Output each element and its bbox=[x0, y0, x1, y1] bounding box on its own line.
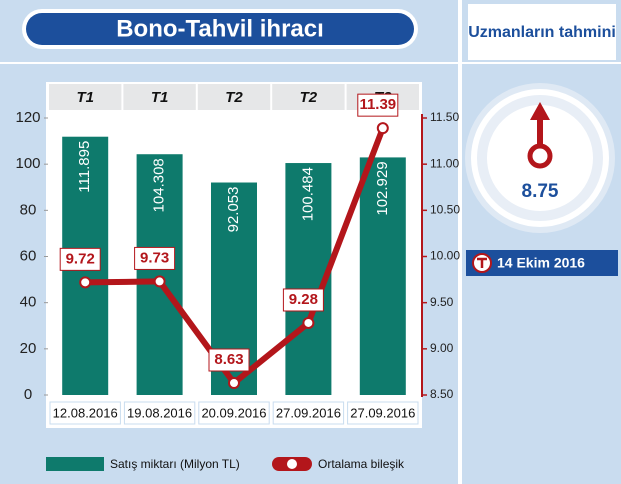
line-marker bbox=[228, 376, 240, 389]
period-cell bbox=[197, 84, 271, 110]
legend-swatch bbox=[46, 457, 104, 471]
date-cell bbox=[49, 401, 121, 425]
x-tick-label: 20.09.2016 bbox=[201, 405, 266, 420]
x-tick-label: 12.08.2016 bbox=[53, 405, 118, 420]
right-panel bbox=[462, 0, 621, 484]
gauge-hub bbox=[527, 143, 553, 169]
y2-tick-label: 11.00 bbox=[430, 156, 459, 170]
bar bbox=[359, 157, 406, 395]
chart-title: Bono-Tahvil ihracı bbox=[116, 15, 324, 42]
legend-swatch-dot bbox=[287, 459, 297, 469]
line-marker bbox=[153, 275, 166, 288]
y2-tick-label: 10.50 bbox=[430, 203, 460, 217]
line-value-label: 11.39 bbox=[359, 96, 396, 113]
y2-tick-label: 10.00 bbox=[430, 249, 460, 263]
title-pill bbox=[26, 13, 414, 45]
line-label-box bbox=[134, 246, 176, 270]
y2-tick-label: 8.50 bbox=[430, 387, 454, 401]
x-tick-label: 19.08.2016 bbox=[127, 405, 192, 420]
bar-value-label: 102.929 bbox=[374, 161, 391, 215]
bar-value-label: 92.053 bbox=[225, 187, 242, 233]
bar-value-label: 104.308 bbox=[151, 158, 168, 212]
divider bbox=[0, 62, 458, 64]
line-label-box bbox=[59, 247, 101, 271]
y2-tick-label: 9.50 bbox=[430, 295, 454, 309]
y-tick-label: 80 bbox=[20, 201, 37, 218]
gauge-ring bbox=[477, 95, 603, 221]
bar-value-label: 111.895 bbox=[76, 141, 93, 193]
period-label: T1 bbox=[76, 89, 94, 106]
y-tick-label: 100 bbox=[15, 155, 40, 172]
y2-tick-label: 11.50 bbox=[430, 110, 459, 124]
y-tick-label: 120 bbox=[15, 109, 40, 126]
y-tick-label: 40 bbox=[20, 294, 37, 311]
divider bbox=[462, 62, 621, 64]
date-cell bbox=[198, 401, 270, 425]
line-marker bbox=[79, 276, 92, 289]
forecast-value: 8.75 bbox=[522, 181, 559, 202]
line-marker bbox=[376, 122, 389, 135]
period-cell bbox=[272, 84, 345, 110]
date-cell bbox=[123, 401, 196, 425]
legend-label: Ortalama bileşik bbox=[318, 457, 405, 471]
y-tick-label: 60 bbox=[20, 247, 37, 264]
date-cell bbox=[272, 401, 345, 425]
line-marker bbox=[302, 316, 315, 329]
period-label: T2 bbox=[300, 89, 318, 106]
legend-label: Satış miktarı (Milyon TL) bbox=[110, 457, 240, 471]
period-cell bbox=[123, 84, 196, 110]
period-label: T1 bbox=[151, 89, 169, 106]
gauge-arrow bbox=[530, 102, 550, 148]
line-value-label: 9.72 bbox=[66, 250, 95, 267]
bar-value-label: 100.484 bbox=[299, 167, 316, 221]
period-cell bbox=[49, 84, 122, 110]
x-tick-label: 27.09.2016 bbox=[276, 405, 341, 420]
line-value-label: 9.73 bbox=[140, 249, 169, 266]
line-value-label: 9.28 bbox=[289, 291, 318, 308]
period-label: T2 bbox=[225, 89, 243, 106]
x-tick-label: 27.09.2016 bbox=[350, 405, 415, 420]
y2-tick-label: 9.00 bbox=[430, 341, 454, 355]
date-cell bbox=[347, 401, 419, 425]
forecast-title: Uzmanların tahmini bbox=[468, 4, 616, 60]
line-label-box bbox=[357, 93, 399, 117]
bar bbox=[136, 154, 183, 395]
y-tick-label: 20 bbox=[20, 340, 37, 357]
forecast-date: 14 Ekim 2016 bbox=[497, 255, 585, 271]
line-label-box bbox=[282, 288, 324, 312]
logo-mark bbox=[477, 257, 487, 268]
line-label-box bbox=[208, 348, 250, 372]
y-tick-label: 0 bbox=[24, 386, 32, 403]
line-value-label: 8.63 bbox=[214, 351, 243, 368]
